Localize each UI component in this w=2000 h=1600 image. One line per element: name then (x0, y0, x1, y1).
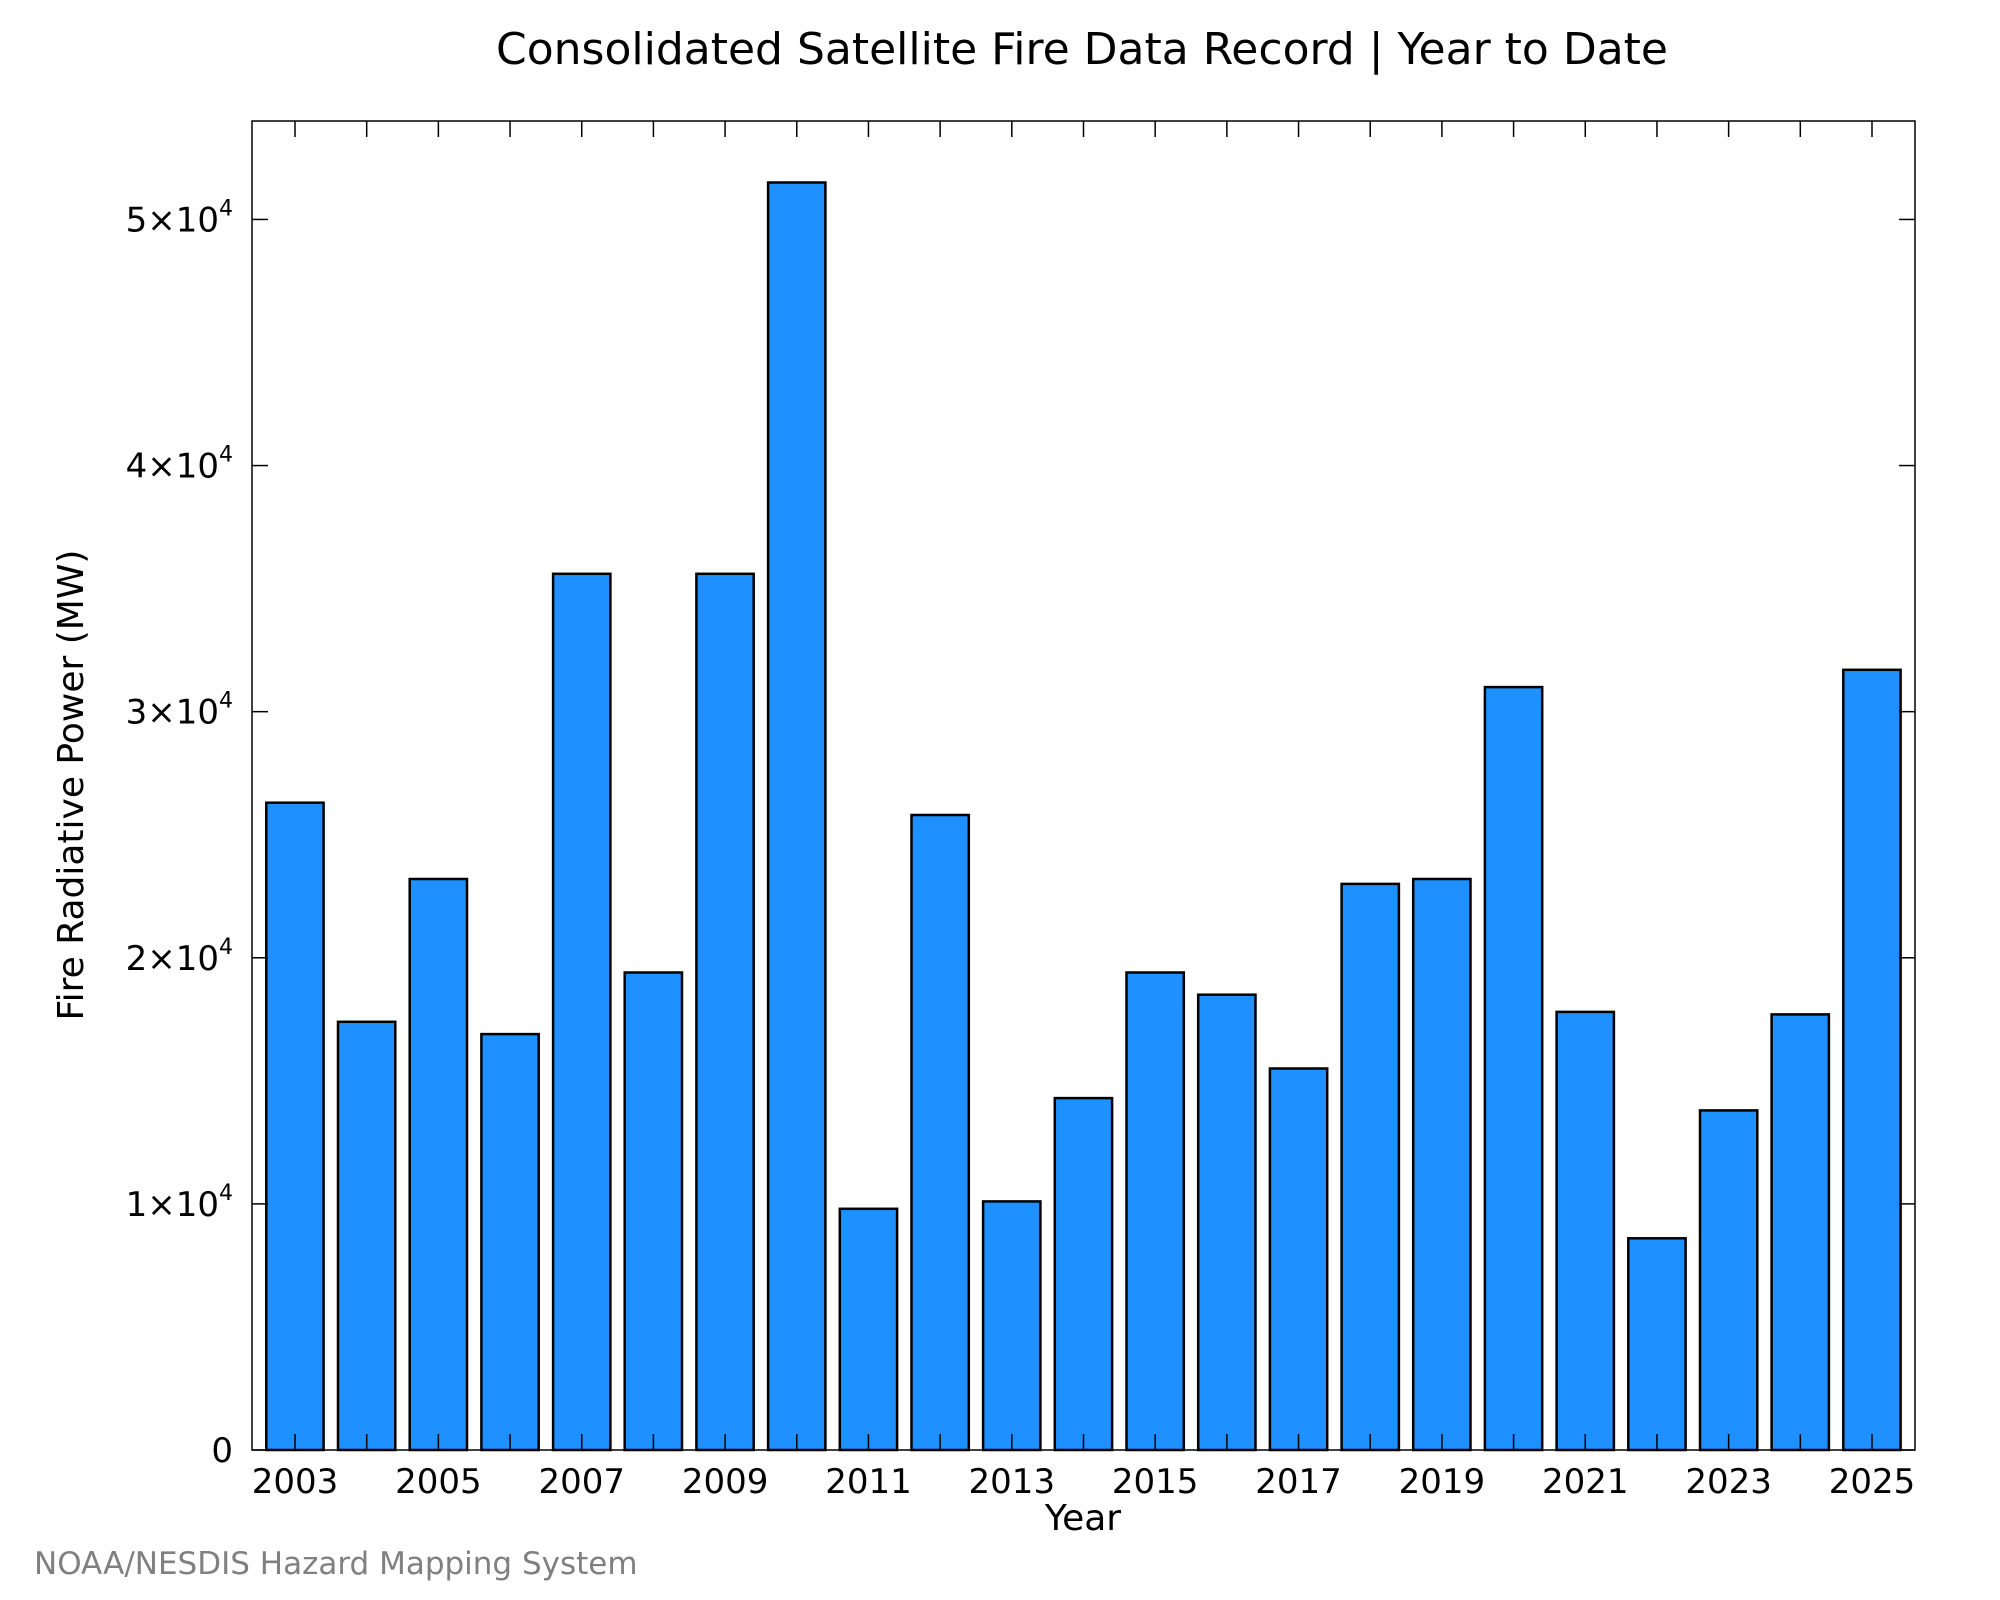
x-tick-label: 2013 (969, 1462, 1056, 1502)
bar-2004 (336, 1020, 397, 1452)
bar-2008 (623, 971, 684, 1452)
bars-group (265, 181, 1902, 1452)
bar-2009 (695, 572, 755, 1452)
source-credit: NOAA/NESDIS Hazard Mapping System (34, 1546, 638, 1582)
bar-2022 (1627, 1237, 1687, 1452)
chart-title: Consolidated Satellite Fire Data Record … (496, 24, 1668, 75)
y-tick-label: 1×104 (126, 1181, 233, 1225)
x-tick-label: 2005 (395, 1462, 482, 1502)
x-axis-label: Year (1044, 1498, 1121, 1539)
x-tick-label: 2017 (1255, 1462, 1342, 1502)
bar-2012 (910, 813, 971, 1452)
y-tick-label: 4×104 (126, 443, 233, 487)
bar-2006 (480, 1032, 540, 1452)
bar-2015 (1125, 971, 1186, 1452)
y-axis-label: Fire Radiative Power (MW) (51, 550, 92, 1021)
x-tick-label: 2023 (1685, 1462, 1772, 1502)
plot-frame (251, 120, 1916, 1451)
bar-2010 (766, 181, 827, 1452)
bar-2016 (1196, 993, 1257, 1452)
bar-2021 (1555, 1010, 1616, 1452)
x-tick-label: 2025 (1829, 1462, 1916, 1502)
bar-2019 (1411, 877, 1472, 1452)
bar-2011 (838, 1207, 899, 1452)
x-tick-label: 2019 (1399, 1462, 1486, 1502)
ticks-group: 2003 2005 2007 2009 2011 2013 2015 2017 2019 2021… (126, 121, 1916, 1502)
bar-2017 (1268, 1067, 1329, 1452)
y-tick-label: 0 (211, 1431, 233, 1471)
x-tick-label: 2015 (1112, 1462, 1199, 1502)
x-tick-label: 2009 (682, 1462, 769, 1502)
bar-2005 (408, 877, 469, 1452)
x-tick-label: 2007 (538, 1462, 625, 1502)
bar-2018 (1340, 882, 1401, 1452)
bar-2013 (981, 1200, 1042, 1452)
x-tick-label: 2011 (825, 1462, 912, 1502)
bar-2003 (265, 801, 325, 1452)
x-tick-label: 2003 (252, 1462, 339, 1502)
bar-2014 (1053, 1096, 1114, 1452)
bar-2024 (1770, 1013, 1831, 1452)
y-tick-label: 2×104 (126, 935, 233, 979)
bar-2023 (1698, 1109, 1759, 1452)
bar-2007 (551, 572, 612, 1452)
x-tick-label: 2021 (1542, 1462, 1629, 1502)
y-tick-label: 5×104 (126, 196, 233, 240)
y-tick-label: 3×104 (126, 689, 233, 733)
bar-2025 (1842, 668, 1902, 1452)
bar-2020 (1483, 685, 1544, 1452)
